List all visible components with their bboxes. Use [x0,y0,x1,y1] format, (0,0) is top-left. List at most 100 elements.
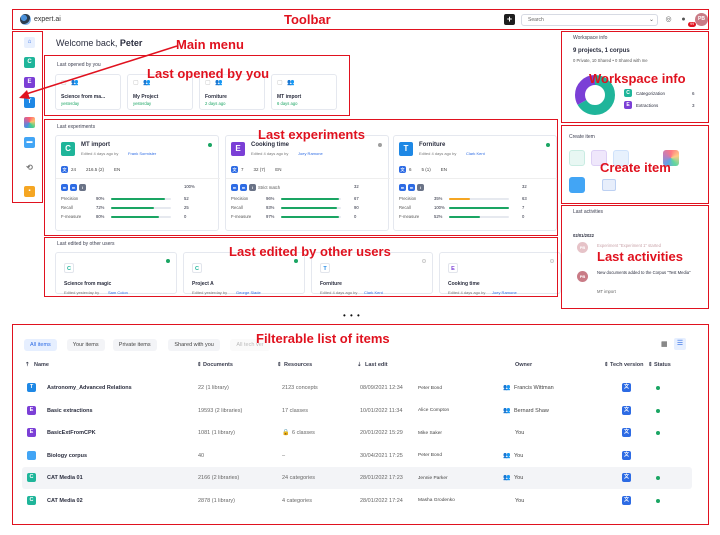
experiment-card[interactable]: E Cooking time Edited 4 days ago by Joey Ra… [225,135,390,231]
thesaurus-icon[interactable]: T [24,97,35,108]
last-opened-card[interactable]: ▢ 👥 Science from ma... yesterday [55,74,121,110]
item-meta: Edited 4 days ago by [448,290,486,295]
last-edited-card[interactable]: C Project A Edited yesterday by George Slad… [183,252,305,295]
create-extraction-icon[interactable] [591,150,607,166]
table-row[interactable]: E BasicExtFromCPK 1081 (1 library) 🔒 6 class… [22,422,692,444]
metric-mode-icon: m [231,184,238,191]
last-edit-user: Jennie Parker [418,475,448,481]
col-documents[interactable]: Documents [203,362,233,368]
item-name: Astronomy_Advanced Relations [47,385,132,391]
create-corpus-icon[interactable] [569,177,585,193]
toolbar-annotation: Toolbar [284,12,331,27]
col-name[interactable]: Name [34,362,49,368]
table-row[interactable]: E Basic extractions 19593 (2 libraries) 17 … [22,400,692,422]
filter-tab[interactable]: Private items [112,339,157,351]
col-last-edit[interactable]: Last edit [365,362,388,368]
last-opened-card[interactable]: ▢ 👥 My Project yesterday [127,74,193,110]
last-opened-card[interactable]: ▢ 👥 Forniture 2 days ago [199,74,265,110]
help-icon[interactable]: ◎ [665,16,672,23]
item-name: Project A [192,281,214,287]
home-icon[interactable]: ⌂ [24,37,35,48]
filter-tab[interactable]: All tech ver [230,339,270,351]
item-name: Basic extractions [47,407,93,414]
sort-icon[interactable]: ⇕ [604,362,609,368]
create-categorization-icon[interactable] [569,150,585,166]
bell-icon[interactable]: ● [681,16,686,23]
workspace-info-title: Workspace info [573,35,608,41]
metric-label: Recall [231,205,243,210]
status-dot [656,498,660,503]
folder-icon[interactable]: ▪ [24,186,35,197]
extraction-icon[interactable]: E [24,77,35,88]
multi-color-icon[interactable] [24,117,35,128]
sort-icon[interactable]: ⇣ [357,362,362,368]
item-name: CAT Media 02 [47,497,83,504]
shared-icon: 👥 [287,80,295,86]
col-owner[interactable]: Owner [515,362,533,368]
size-value: 216.5 (2) [86,167,105,172]
list-view-icon[interactable]: ☰ [674,338,686,350]
tech-version-icon: 文 [622,473,631,482]
shared-icon: 👥 [71,80,79,86]
shared-icon: 👥 [143,80,151,86]
legend-label: Categorization [636,91,666,96]
last-edited-card[interactable]: T Forniture Edited 4 days ago by Clark Kent [311,252,433,295]
filter-tab[interactable]: Shared with you [168,339,220,351]
metric-mode-icon: m [61,184,68,191]
table-row[interactable]: Biology corpus 40 – 30/04/2021 17:25 Peter B… [22,445,692,467]
metric-value: 97% [266,214,275,219]
shared-icon: 👥 [503,407,511,414]
expert-ai-logo-icon [20,14,31,25]
status-dot [546,143,550,147]
experiment-type-icon: T [399,142,413,156]
last-opened-card[interactable]: ▢ 👥 MT import 6 days ago [271,74,337,110]
last-edited-card[interactable]: E Cooking time Edited 4 days ago by Joey Ra… [439,252,561,295]
ellipsis-separator: • • • [343,311,361,320]
create-thesaurus-icon[interactable] [613,150,629,166]
sort-icon[interactable]: ⇕ [648,362,653,368]
history-icon[interactable]: ⟲ [24,162,35,173]
sort-icon[interactable]: ⇡ [25,362,30,368]
owner-value: Bernard Shaw [514,407,549,414]
col-status[interactable]: Status [654,362,671,368]
metric-stat: 67 [354,196,359,201]
welcome-prefix: Welcome back, [56,38,118,48]
metric-label: Recall [399,205,411,210]
status-dot [656,386,660,390]
add-button[interactable]: + [504,14,515,25]
col-resources[interactable]: Resources [284,362,313,368]
table-row[interactable]: T Astronomy_Advanced Relations 22 (1 libra… [22,377,692,399]
table-row[interactable]: C CAT Media 02 2878 (1 library) 4 categorie… [22,490,692,512]
avatar[interactable]: PB [695,13,708,26]
last-edited-card[interactable]: C Science from magic Edited yesterday by Sa… [55,252,177,295]
categorization-icon[interactable]: C [24,57,35,68]
experiment-card[interactable]: T Forniture Edited 4 days ago by Clark Kent… [393,135,558,231]
experiment-card[interactable]: C MT import Edited 4 days ago by Frank Sorm… [55,135,220,231]
logo-text: expert.ai [34,16,61,23]
sort-icon[interactable]: ⇕ [197,362,202,368]
grid-view-icon[interactable]: ▦ [661,341,668,348]
col-tech-version[interactable]: Tech version [610,362,644,368]
create-workflow-icon[interactable] [663,150,679,166]
metric-bar [281,207,341,209]
status-dot [208,143,212,147]
last-edit-date: 08/09/2021 12:34 [360,385,403,391]
search-input[interactable]: Search ⌄ [521,14,658,26]
workspace-info-highlight [561,31,709,123]
metric-mode-icon: m [399,184,406,191]
tech-version-icon: 文 [61,166,68,173]
corpus-icon[interactable]: ▬ [24,137,35,148]
table-header: ⇡ Name ⇕ Documents ⇕ Resources ⇣ Last ed… [22,360,692,374]
sort-icon[interactable]: ⇕ [277,362,282,368]
table-row[interactable]: C CAT Media 01 2166 (2 libraries) 24 catego… [22,467,692,489]
filter-tab[interactable]: All items [24,339,57,351]
app-logo[interactable]: expert.ai [20,14,61,25]
experiment-tags: m m i Strict match [231,184,280,191]
workspace-sub: 0 Private, 10 Shared • 0 Shared with me [573,58,648,63]
last-opened-title: Last opened by you [57,62,101,68]
create-library-icon[interactable] [602,179,616,191]
legend-value: 3 [692,103,695,108]
metric-stat: 63 [522,196,527,201]
filter-tab[interactable]: Your items [66,339,105,351]
chevron-down-icon[interactable]: ⌄ [648,17,654,23]
